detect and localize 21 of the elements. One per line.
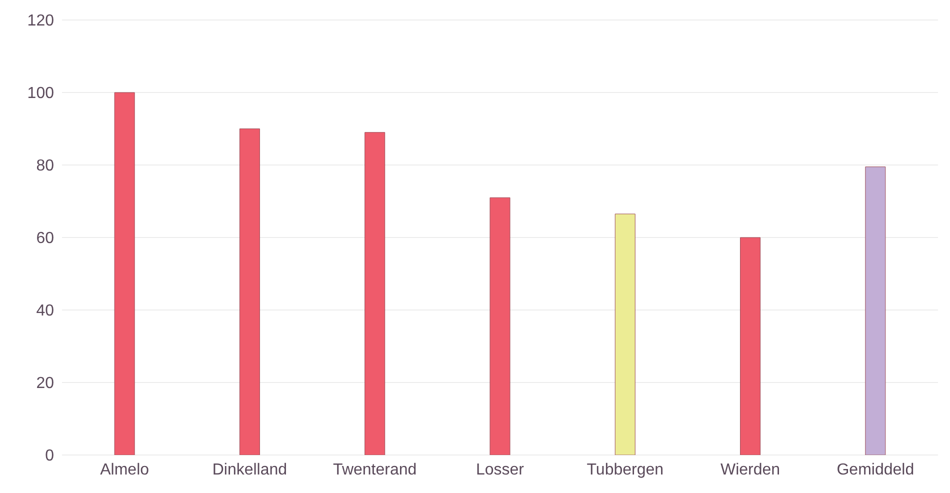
y-tick-label: 40: [36, 302, 54, 320]
x-tick-label: Twenterand: [333, 461, 417, 478]
y-tick-label: 120: [27, 12, 54, 30]
bar: [364, 132, 386, 455]
x-tick-label: Tubbergen: [586, 461, 664, 478]
bar: [614, 214, 636, 455]
y-tick-label: 20: [36, 375, 54, 392]
y-tick-label: 100: [27, 85, 54, 102]
bar: [740, 237, 761, 455]
bar: [239, 128, 260, 455]
x-tick-label: Almelo: [100, 461, 150, 478]
x-tick-label: Dinkelland: [212, 461, 288, 478]
y-tick-label: 60: [36, 230, 54, 248]
x-tick-label: Wierden: [720, 461, 780, 478]
bar: [114, 92, 135, 455]
bar: [865, 166, 886, 455]
bar: [490, 197, 510, 455]
x-tick-label: Losser: [476, 461, 525, 478]
y-tick-label: 80: [36, 158, 54, 175]
y-tick-label: 0: [45, 448, 54, 465]
x-tick-label: Gemiddeld: [836, 461, 914, 478]
